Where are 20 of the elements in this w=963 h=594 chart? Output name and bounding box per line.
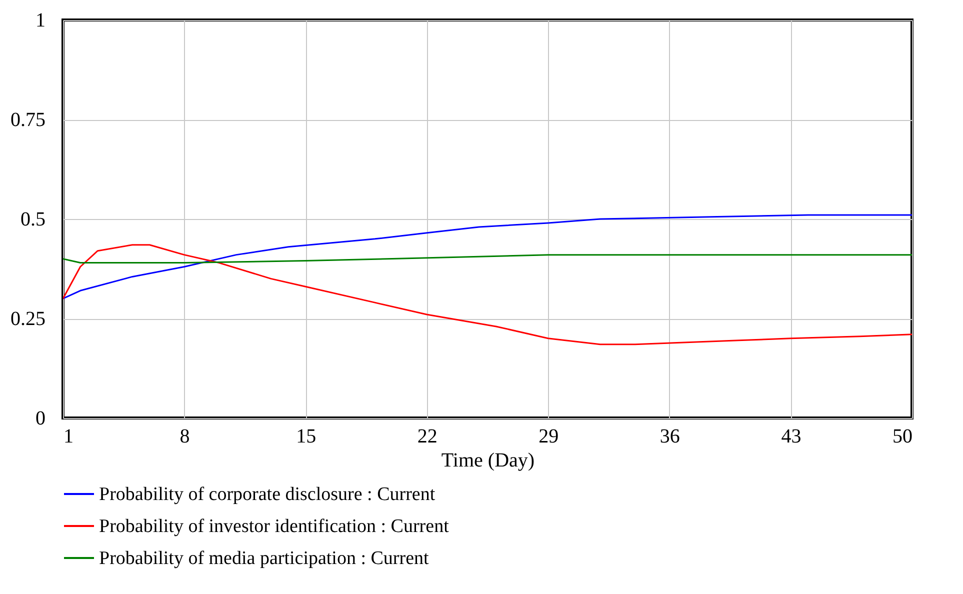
line-series	[63, 214, 912, 300]
line-series	[63, 254, 912, 264]
y-tick-label: 1	[36, 10, 46, 32]
y-tick-label: 0	[36, 408, 46, 430]
line-series	[63, 244, 912, 346]
x-tick-label: 43	[781, 426, 802, 448]
x-tick-label: 22	[417, 426, 438, 448]
y-tick-label: 0.25	[10, 308, 46, 330]
legend-label: Probability of corporate disclosure : Current	[99, 484, 436, 505]
x-tick-label: 36	[660, 426, 680, 448]
x-tick-label: 50	[892, 426, 912, 448]
x-tick-label: 15	[296, 426, 316, 448]
x-axis-title: Time (Day)	[441, 450, 535, 472]
legend-label: Probability of media participation : Current	[99, 548, 430, 569]
y-tick-label: 0.75	[10, 109, 46, 131]
x-tick-label: 8	[180, 426, 190, 448]
x-tick-label: 1	[64, 426, 74, 448]
x-tick-label: 29	[538, 426, 559, 448]
y-tick-label: 0.5	[20, 208, 46, 230]
legend-label: Probability of investor identification : Current	[99, 516, 450, 537]
